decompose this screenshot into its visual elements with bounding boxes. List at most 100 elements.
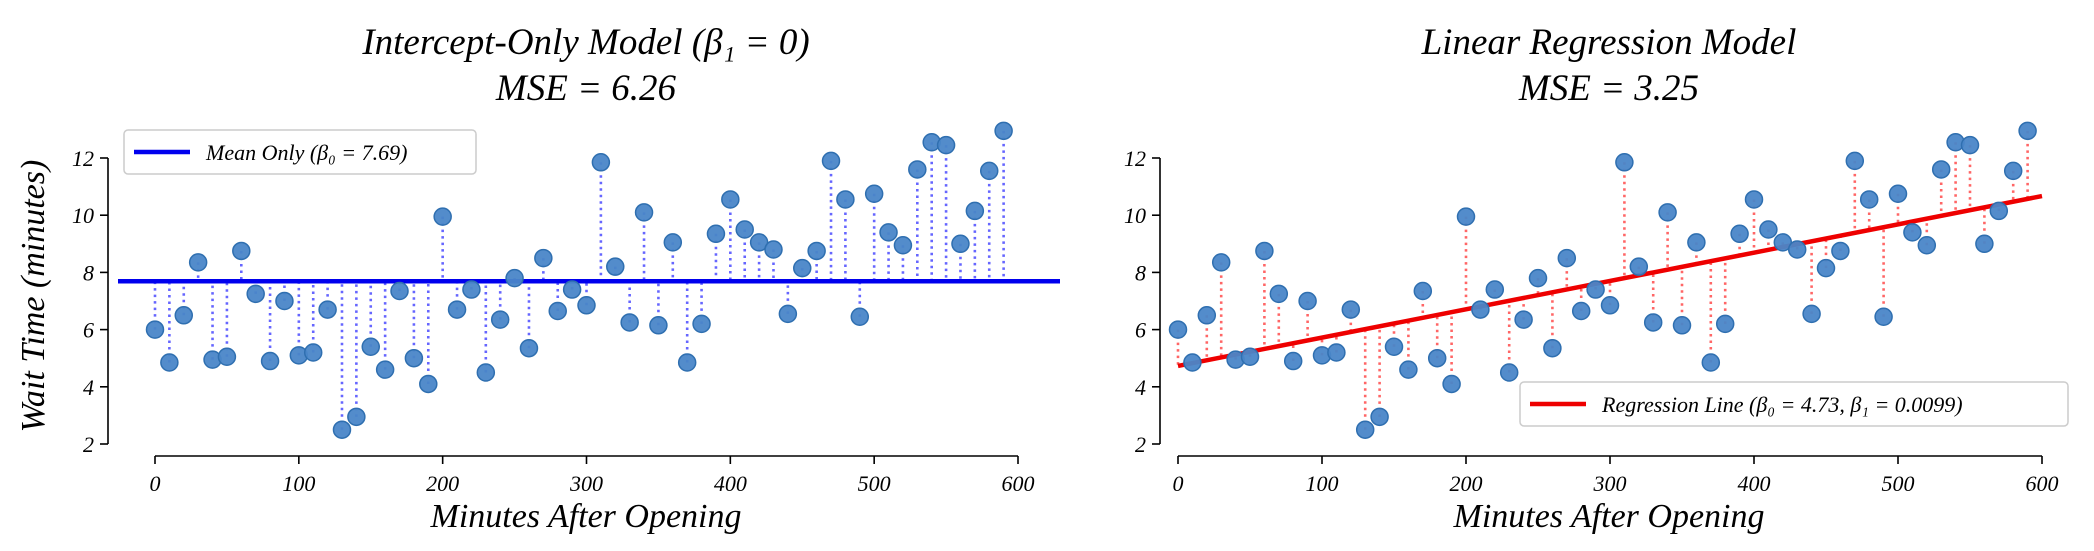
y-tick-label: 10 [72, 203, 94, 228]
data-point [1384, 337, 1404, 357]
data-point [821, 151, 841, 171]
x-tick-label: 300 [569, 471, 603, 496]
y-tick-label: 4 [1135, 375, 1146, 400]
data-point [1629, 257, 1649, 276]
data-point [433, 207, 452, 226]
data-point [1975, 234, 1994, 254]
data-point [692, 314, 711, 334]
data-point [1773, 233, 1793, 252]
data-point [706, 224, 726, 244]
data-point [1183, 353, 1202, 372]
data-point [1211, 253, 1231, 272]
x-axis-label: Minutes After Opening [430, 498, 742, 535]
model-line [1177, 193, 2043, 369]
x-axis-label: Minutes After Opening [1453, 498, 1765, 535]
data-point [1845, 151, 1865, 171]
data-point [1831, 241, 1850, 261]
data-point [1658, 203, 1677, 222]
axes: 2 4 6 8 10 12 0 100 200 300 400 500 600 [1124, 146, 2059, 496]
data-point [1701, 353, 1721, 372]
data-point [764, 240, 783, 259]
data-point [1471, 300, 1490, 319]
data-point [1442, 374, 1461, 394]
chart-subtitle: MSE = 3.25 [1518, 68, 1699, 109]
data-point [1485, 280, 1505, 299]
legend-label: Mean Only (β₀ = 7.69) [205, 140, 407, 165]
data-point [2003, 161, 2023, 181]
data-point [1399, 360, 1418, 379]
data-point [994, 121, 1013, 141]
y-tick-label: 6 [1135, 318, 1146, 343]
y-tick-label: 8 [83, 260, 94, 285]
intercept-only-panel: Intercept-Only Model (β₁ = 0) MSE = 6.26… [15, 22, 1060, 535]
chart-title: Intercept-Only Model (β₁ = 0) [361, 22, 809, 63]
data-point [174, 306, 194, 325]
data-point [1744, 190, 1764, 209]
x-tick-label: 300 [1593, 471, 1627, 496]
data-point [217, 347, 237, 367]
data-point [951, 234, 970, 254]
linear-regression-panel: Linear Regression Model MSE = 3.25 Minut… [1124, 22, 2069, 535]
data-point [232, 241, 251, 261]
y-tick-label: 12 [1124, 146, 1146, 171]
data-point [145, 320, 165, 339]
data-point [347, 407, 366, 427]
data-point [260, 351, 280, 371]
data-point [979, 161, 999, 181]
y-axis-label: Wait Time (minutes) [15, 160, 52, 433]
data-point [1255, 241, 1274, 261]
data-point [1456, 207, 1476, 226]
data-point [1874, 307, 1893, 326]
legend: Mean Only (β₀ = 7.69) [123, 129, 477, 175]
data-point [1787, 240, 1807, 259]
data-point [534, 248, 553, 268]
data-point [1643, 313, 1663, 332]
data-point [303, 343, 323, 362]
data-point [1586, 280, 1605, 299]
data-point [1802, 304, 1821, 324]
x-tick-label: 600 [1002, 471, 1035, 496]
data-point [1759, 220, 1778, 239]
x-tick-label: 600 [2026, 471, 2059, 496]
data-point [1370, 407, 1389, 427]
data-point [1283, 351, 1303, 371]
data-point [908, 160, 927, 179]
axes: 2 4 6 8 10 12 0 100 200 300 400 500 600 [72, 146, 1035, 496]
data-point [1514, 310, 1533, 329]
chart-title: Linear Regression Model [1421, 22, 1797, 63]
data-point [1427, 348, 1447, 368]
data-point [807, 241, 826, 261]
data-points [1168, 121, 2037, 439]
data-point [1543, 338, 1562, 358]
data-point [1960, 135, 1980, 155]
data-point [577, 296, 596, 315]
data-point [1571, 301, 1591, 321]
data-point [375, 360, 395, 379]
y-tick-label: 10 [1124, 203, 1146, 228]
data-point [1269, 284, 1289, 304]
data-point [606, 257, 625, 276]
data-point [1327, 343, 1346, 362]
x-tick-label: 400 [714, 471, 747, 496]
data-point [1903, 223, 1922, 242]
data-point [332, 420, 352, 439]
data-point [1859, 190, 1879, 209]
data-point [1197, 306, 1217, 325]
data-point [1355, 420, 1375, 439]
y-tick-label: 4 [83, 375, 94, 400]
data-point [519, 338, 539, 358]
y-tick-label: 2 [83, 432, 94, 457]
data-point [490, 310, 510, 329]
data-point [419, 374, 438, 394]
data-point [1687, 233, 1706, 252]
legend: Regression Line (β₀ = 4.73, β₁ = 0.0099) [1519, 381, 2069, 427]
data-point [1989, 201, 2009, 221]
x-tick-label: 500 [858, 471, 891, 496]
data-point [1341, 300, 1361, 319]
data-point [1816, 258, 1836, 278]
data-point [677, 353, 697, 372]
data-point [462, 280, 481, 299]
data-point [879, 223, 898, 242]
data-point [1615, 153, 1634, 172]
